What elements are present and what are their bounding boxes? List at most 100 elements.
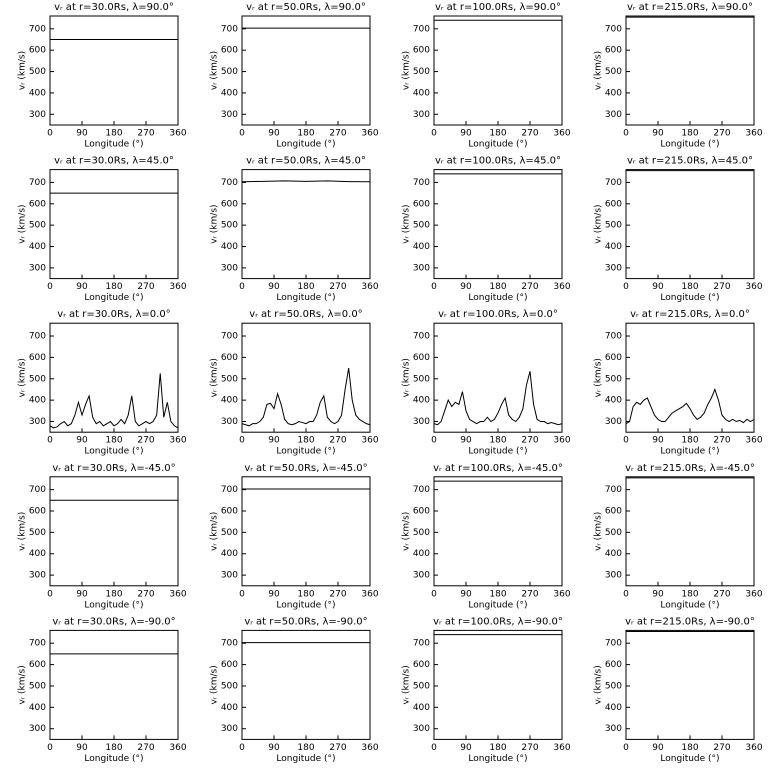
y-axis-label: vᵣ (km/s) [594,51,604,90]
y-tick-label: 700 [413,178,430,188]
x-tick-label: 0 [623,436,629,446]
x-tick-label: 360 [169,436,186,446]
x-tick-label: 0 [47,589,53,599]
x-tick-label: 90 [76,282,88,292]
x-tick-label: 90 [460,282,472,292]
x-axis-label: Longitude (°) [660,293,719,303]
y-tick-label: 600 [605,199,622,209]
plot-frame [241,15,371,126]
y-tick-label: 500 [413,681,430,691]
x-tick-label: 180 [489,282,506,292]
chart-title: vᵣ at r=30.0Rs, λ=-90.0° [52,616,175,627]
x-tick-label: 360 [553,589,570,599]
x-tick-label: 90 [652,282,664,292]
x-axis-label: Longitude (°) [276,293,335,303]
x-tick-label: 360 [745,743,762,753]
y-tick-label: 700 [221,24,238,34]
x-tick-label: 270 [329,436,346,446]
x-tick-label: 360 [553,436,570,446]
y-tick-label: 700 [413,485,430,495]
y-tick-label: 400 [29,396,46,406]
chart-title: vᵣ at r=30.0Rs, λ=-45.0° [52,463,175,474]
chart-title: vᵣ at r=50.0Rs, λ=45.0° [246,156,366,167]
y-tick-label: 600 [221,46,238,56]
x-tick-label: 0 [47,282,53,292]
x-tick-label: 270 [713,282,730,292]
y-axis-label: vᵣ (km/s) [402,51,412,90]
x-tick-label: 0 [431,129,437,139]
y-tick-label: 700 [413,24,430,34]
y-tick-label: 700 [29,332,46,342]
x-tick-label: 0 [239,436,245,446]
x-tick-label: 270 [137,743,154,753]
y-tick-label: 600 [221,353,238,363]
y-tick-label: 600 [413,199,430,209]
y-tick-label: 600 [605,660,622,670]
y-axis-label: vᵣ (km/s) [18,204,28,243]
x-axis-label: Longitude (°) [84,447,143,457]
y-tick-label: 300 [221,110,238,120]
x-axis-label: Longitude (°) [660,600,719,610]
y-tick-label: 500 [29,528,46,538]
x-tick-label: 0 [623,743,629,753]
x-tick-label: 180 [489,589,506,599]
plot-frame [433,629,563,740]
x-tick-label: 180 [681,282,698,292]
x-tick-label: 360 [361,589,378,599]
x-tick-label: 0 [47,436,53,446]
y-tick-label: 500 [221,374,238,384]
y-axis-label: vᵣ (km/s) [402,512,412,551]
y-tick-label: 700 [221,178,238,188]
plot-frame [49,629,179,740]
y-tick-label: 400 [605,242,622,252]
y-axis-label: vᵣ (km/s) [402,665,412,704]
plot-frame [433,476,563,587]
y-tick-label: 700 [221,485,238,495]
x-tick-label: 270 [521,743,538,753]
x-tick-label: 360 [361,436,378,446]
y-tick-label: 700 [29,639,46,649]
y-tick-label: 500 [221,528,238,538]
y-axis-label: vᵣ (km/s) [210,665,220,704]
x-tick-label: 270 [713,436,730,446]
y-tick-label: 700 [29,178,46,188]
y-tick-label: 600 [413,46,430,56]
y-tick-label: 500 [605,67,622,77]
y-tick-label: 500 [221,67,238,77]
x-axis-label: Longitude (°) [468,293,527,303]
chart-title: vᵣ at r=215.0Rs, λ=0.0° [630,309,750,320]
plot-frame [49,169,179,280]
x-axis-label: Longitude (°) [276,754,335,764]
y-tick-label: 600 [605,46,622,56]
y-tick-label: 700 [29,485,46,495]
y-tick-label: 700 [605,24,622,34]
y-tick-label: 300 [29,571,46,581]
x-tick-label: 270 [137,129,154,139]
chart-title: vᵣ at r=30.0Rs, λ=0.0° [57,309,170,320]
plot-frame [241,322,371,433]
y-axis-label: vᵣ (km/s) [594,358,604,397]
x-axis-label: Longitude (°) [84,140,143,150]
y-axis-label: vᵣ (km/s) [402,204,412,243]
y-tick-label: 700 [29,24,46,34]
y-tick-label: 500 [221,681,238,691]
y-tick-label: 500 [29,374,46,384]
y-tick-label: 300 [413,263,430,273]
y-tick-label: 300 [413,417,430,427]
y-tick-label: 500 [413,221,430,231]
x-tick-label: 360 [361,282,378,292]
x-tick-label: 180 [297,129,314,139]
y-tick-label: 400 [221,549,238,559]
plot-frame [49,476,179,587]
x-tick-label: 90 [268,436,280,446]
x-tick-label: 0 [239,743,245,753]
y-tick-label: 700 [413,639,430,649]
y-tick-label: 600 [413,660,430,670]
y-tick-label: 600 [29,46,46,56]
y-tick-label: 500 [29,67,46,77]
y-tick-label: 700 [605,332,622,342]
x-tick-label: 0 [623,129,629,139]
plot-frame [625,169,755,280]
y-tick-label: 400 [413,88,430,98]
x-tick-label: 360 [745,129,762,139]
